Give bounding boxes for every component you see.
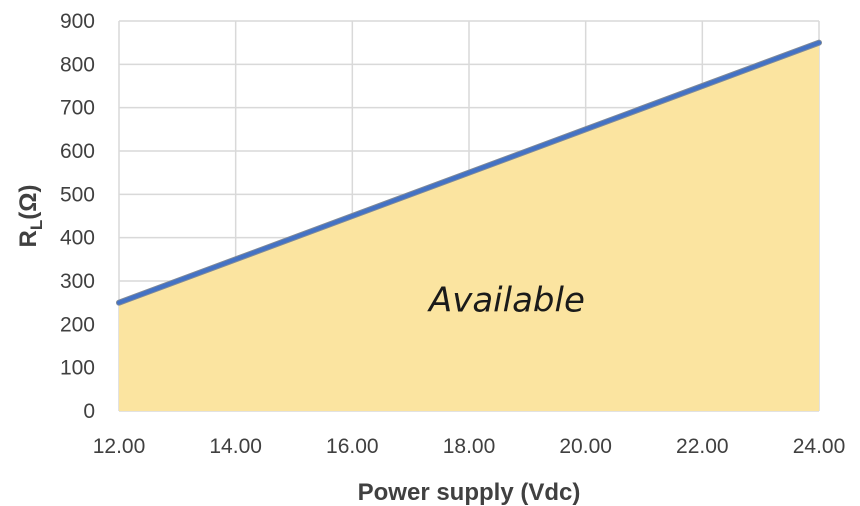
x-axis-title: Power supply (Vdc): [358, 479, 581, 506]
x-tick-label-6: 24.00: [793, 435, 846, 458]
y-axis-title-unit: (Ω): [15, 185, 42, 220]
x-tick-label-4: 20.00: [559, 435, 612, 458]
y-tick-label-8: 800: [60, 53, 95, 76]
tick-labels: 0 100 200 300 400 500 600 700 800 900 12.00 14.00 16…: [60, 10, 845, 458]
y-tick-label-4: 400: [60, 227, 95, 250]
y-tick-label-5: 500: [60, 183, 95, 206]
y-tick-label-2: 200: [60, 313, 95, 336]
y-axis-title-sub: L: [27, 220, 46, 230]
x-tick-label-3: 18.00: [443, 435, 496, 458]
x-tick-label-2: 16.00: [326, 435, 379, 458]
y-tick-label-6: 600: [60, 140, 95, 163]
y-tick-label-9: 900: [60, 10, 95, 33]
y-tick-label-7: 700: [60, 97, 95, 120]
y-tick-label-0: 0: [83, 400, 95, 423]
x-tick-label-1: 14.00: [209, 435, 262, 458]
x-tick-label-0: 12.00: [93, 435, 146, 458]
available-annotation: Available: [427, 280, 585, 320]
y-tick-label-3: 300: [60, 270, 95, 293]
x-tick-label-5: 22.00: [676, 435, 729, 458]
y-axis-title-main: R: [15, 230, 42, 247]
series-line: [117, 40, 821, 305]
y-tick-label-1: 100: [60, 357, 95, 380]
available-region-fill: [119, 42, 819, 412]
y-axis-title: RL(Ω): [15, 185, 46, 248]
